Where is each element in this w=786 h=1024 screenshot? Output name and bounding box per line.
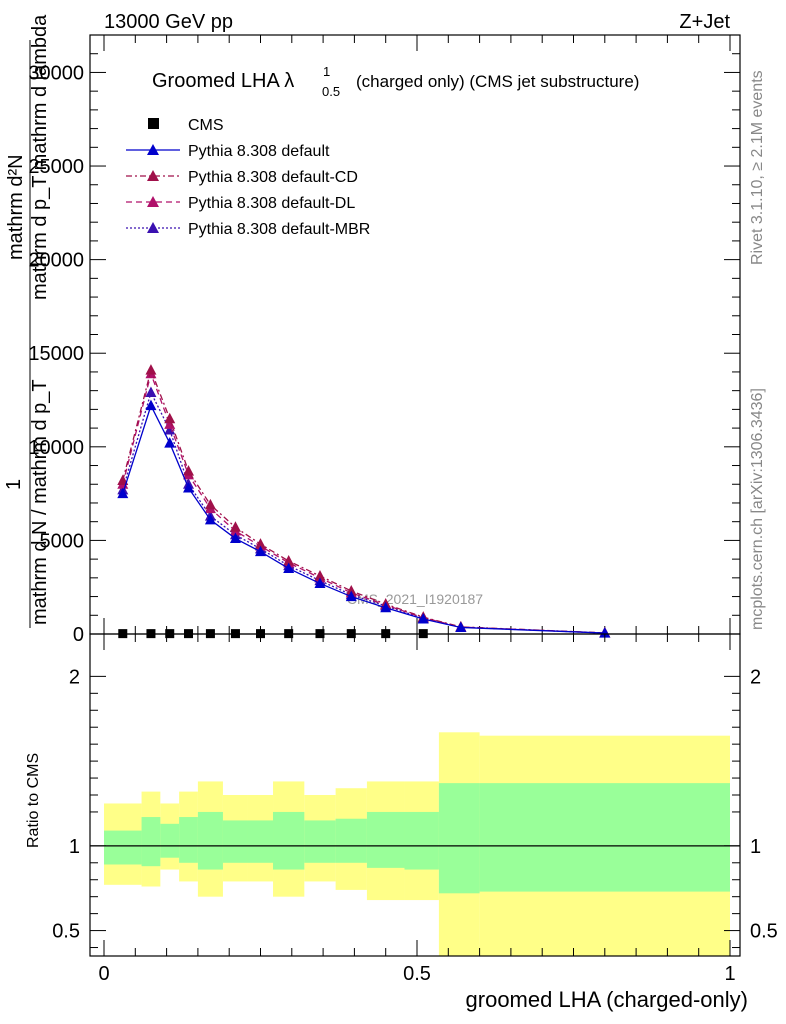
data-point-triangle — [314, 577, 326, 588]
main-ytick-label: 15000 — [28, 343, 84, 365]
data-point-triangle — [229, 521, 241, 532]
legend-entry-label: Pythia 8.308 default — [188, 143, 330, 160]
data-point-triangle — [417, 613, 429, 624]
main-data-layer — [117, 364, 611, 639]
legend-entry-label: Pythia 8.308 default-MBR — [188, 221, 370, 238]
main-ylabel: mathrm d²N mathrm d p_T mathrm d lambda … — [3, 14, 51, 628]
ratio-ytick-label: 2 — [69, 666, 80, 688]
legend-entry-label: Pythia 8.308 default-CD — [188, 169, 358, 186]
ratio-ytick-label: 1 — [69, 836, 80, 858]
data-point-triangle — [204, 513, 216, 525]
ratio-ytick-label-right: 2 — [750, 666, 761, 688]
ratio-ticks: 0.5 0.5 1 1 2 2 0 0.5 1 — [52, 634, 778, 985]
ratio-ytick-label: 0.5 — [52, 921, 80, 943]
data-point-triangle — [204, 498, 216, 510]
data-point-triangle — [255, 545, 266, 557]
legend-marker-triangle — [147, 170, 159, 181]
energy-label: 13000 GeV pp — [104, 11, 233, 33]
stat-uncertainty-band — [197, 811, 223, 870]
stat-uncertainty-band — [479, 783, 730, 892]
title-main: Groomed LHA λ — [152, 70, 294, 92]
data-point-triangle — [117, 487, 129, 499]
data-point-triangle — [255, 538, 266, 549]
ratio-xtick-label: 1 — [724, 963, 735, 985]
main-ytick-label: 30000 — [28, 62, 84, 84]
ratio-xtick-label: 0.5 — [403, 963, 431, 985]
analysis-watermark: CMS_2021_I1920187 — [347, 591, 483, 607]
stat-uncertainty-band — [335, 818, 367, 863]
data-point-triangle — [117, 474, 129, 486]
data-point-triangle — [183, 481, 195, 493]
chart-title: Groomed LHA λ 1 0.5 (charged only) (CMS … — [152, 64, 639, 99]
stat-uncertainty-band — [247, 820, 274, 863]
data-point-triangle — [314, 569, 326, 581]
legend-marker-triangle — [147, 196, 159, 207]
stat-uncertainty-band — [179, 817, 198, 863]
ratio-bands — [90, 732, 740, 956]
ratio-ytick-label-right: 0.5 — [750, 921, 778, 943]
main-ytick-label: 10000 — [28, 437, 84, 459]
stat-uncertainty-band — [304, 820, 336, 863]
main-ytick-label: 5000 — [40, 530, 85, 552]
data-point-triangle — [229, 532, 241, 544]
ratio-ylabel: Ratio to CMS — [25, 753, 42, 848]
title-suffix: (charged only) (CMS jet substructure) — [356, 72, 639, 91]
series-line — [122, 403, 605, 634]
stat-uncertainty-band — [104, 830, 142, 865]
main-y-ticks: 0 5000 10000 15000 20000 25000 30000 — [28, 53, 740, 646]
stat-uncertainty-band — [222, 820, 248, 863]
title-subscript: 0.5 — [322, 84, 340, 99]
process-label: Z+Jet — [679, 11, 730, 33]
data-point-triangle — [345, 590, 357, 602]
stat-uncertainty-band — [141, 817, 161, 867]
stat-uncertainty-band — [273, 811, 305, 870]
data-point-triangle — [164, 437, 176, 448]
legend-marker-triangle — [147, 144, 159, 155]
series-line — [122, 371, 605, 634]
data-point-triangle — [455, 621, 467, 632]
data-point-triangle — [283, 562, 295, 573]
legend-marker-square — [148, 118, 159, 129]
ylabel-part-top: mathrm d²N — [5, 154, 27, 260]
data-point-triangle — [599, 627, 611, 638]
stat-uncertainty-band — [366, 811, 405, 868]
title-superscript: 1 — [323, 64, 330, 79]
ylabel-part-bot: mathrm d N / mathrm d p_T — [29, 379, 51, 625]
ratio-xtick-label: 0 — [98, 963, 109, 985]
data-point-triangle — [145, 386, 157, 398]
ratio-ytick-label-right: 1 — [750, 836, 761, 858]
data-point-triangle — [283, 554, 295, 566]
legend-entry-label: CMS — [188, 117, 224, 134]
legend: CMS Pythia 8.308 default Pythia 8.308 defa… — [126, 117, 370, 238]
stat-uncertainty-band — [404, 811, 439, 870]
data-point-triangle — [145, 399, 157, 411]
stat-uncertainty-band — [160, 823, 180, 858]
legend-entry-label: Pythia 8.308 default-DL — [188, 195, 355, 212]
stat-uncertainty-band — [438, 783, 480, 894]
data-point-triangle — [345, 584, 357, 596]
ylabel-part-mid: mathrm d p_T mathrm d lambda — [29, 14, 51, 300]
ratio-xlabel: groomed LHA (charged-only) — [466, 987, 748, 1012]
legend-marker-triangle — [147, 222, 159, 233]
main-ytick-label: 25000 — [28, 156, 84, 178]
data-point-triangle — [164, 418, 176, 429]
rivet-label: Rivet 3.1.10, ≥ 2.1M events — [749, 70, 766, 265]
series-line — [122, 390, 605, 634]
data-point-triangle — [183, 465, 195, 476]
mcplots-label: mcplots.cern.ch [arXiv:1306.3436] — [749, 388, 766, 630]
ylabel-part-one: 1 — [3, 479, 25, 490]
data-point-triangle — [145, 364, 157, 375]
data-point-triangle — [164, 412, 176, 424]
main-ytick-label: 0 — [73, 624, 84, 646]
main-ytick-label: 20000 — [28, 250, 84, 272]
data-point-triangle — [380, 601, 392, 613]
